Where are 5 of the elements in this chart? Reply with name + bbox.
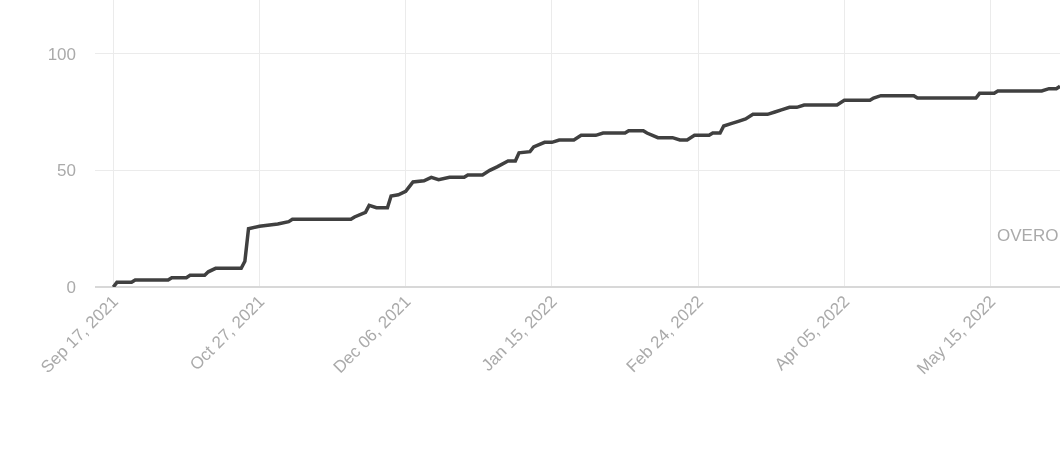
annotation: OVERO [997,226,1059,245]
line-series [111,84,1060,287]
y-tick-label: 50 [57,161,76,181]
y-tick-label: 100 [47,44,76,64]
y-tick-label: 0 [66,277,76,297]
